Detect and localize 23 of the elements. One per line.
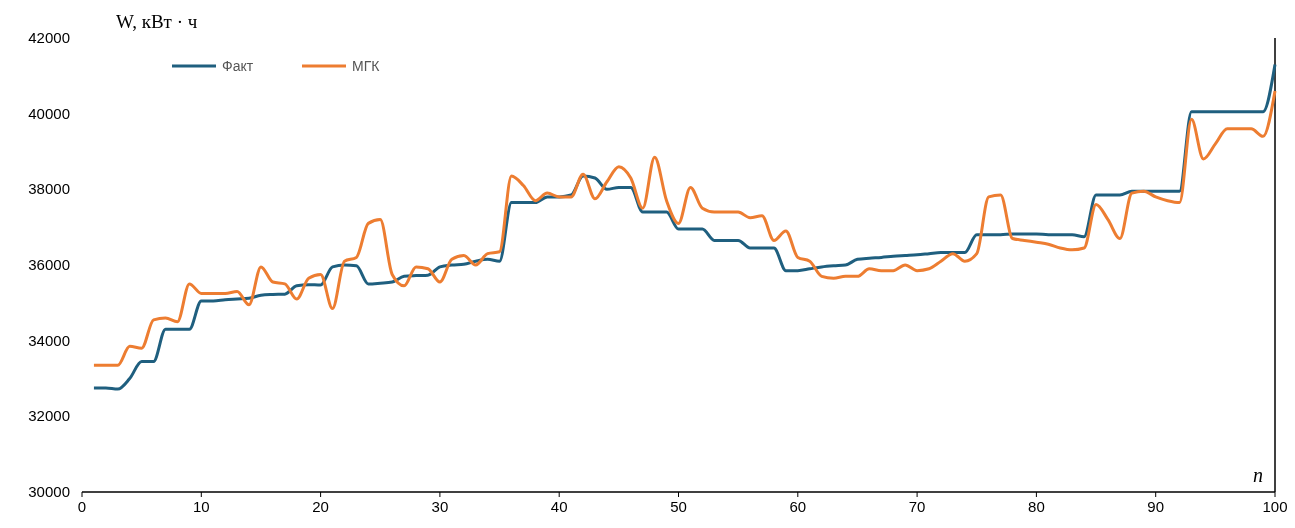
x-tick-label: 100: [1262, 498, 1288, 515]
y-tick-label: 34000: [28, 331, 70, 349]
legend-label: МГК: [352, 58, 381, 74]
x-tick-label: 30: [431, 498, 449, 515]
x-tick-label: 0: [77, 498, 87, 515]
x-tick-label: 20: [312, 498, 329, 515]
y-tick-label: 30000: [28, 483, 70, 500]
y-axis-title: W, кВт · ч: [116, 11, 198, 32]
x-tick-label: 10: [192, 498, 210, 515]
y-tick-label: 40000: [28, 104, 70, 122]
x-tick-label: 80: [1028, 498, 1045, 515]
x-tick-label: 90: [1147, 498, 1165, 515]
x-tick-label: 40: [550, 498, 568, 515]
x-tick-label: 70: [908, 498, 926, 515]
x-axis-title: n: [1253, 464, 1263, 486]
y-tick-label: 36000: [28, 256, 70, 273]
y-tick-label: 38000: [28, 180, 70, 198]
x-tick-label: 50: [670, 498, 687, 515]
y-tick-label: 42000: [28, 29, 70, 46]
line-series: [92, 89, 1277, 367]
x-tick-label: 60: [789, 498, 807, 515]
y-tick-label: 32000: [28, 407, 70, 425]
legend-label: Факт: [222, 58, 254, 74]
